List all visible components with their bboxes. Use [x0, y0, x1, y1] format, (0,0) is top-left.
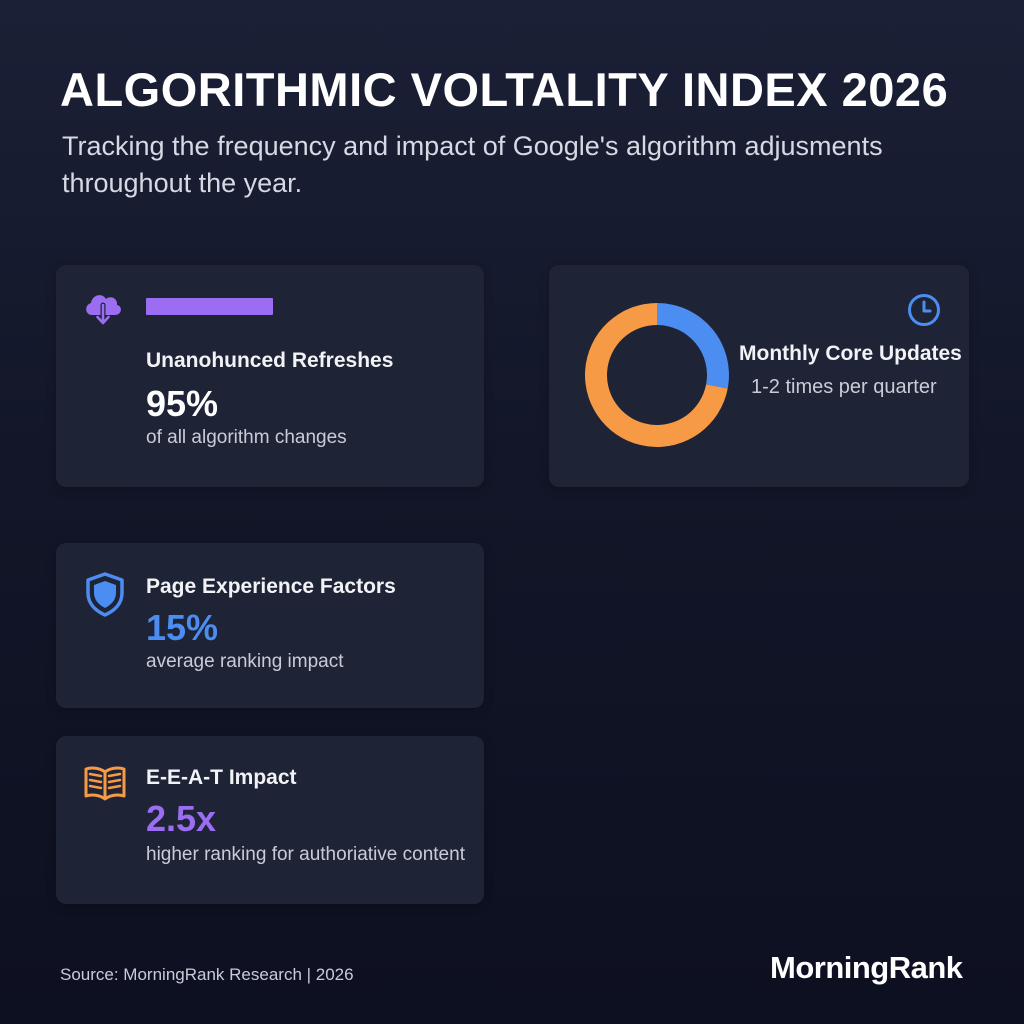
- card-description: 1-2 times per quarter: [751, 376, 937, 398]
- card-monthly-core-updates: Monthly Core Updates 1-2 times per quart…: [549, 265, 969, 487]
- donut-chart: [585, 303, 729, 447]
- card-value: 15%: [146, 607, 219, 648]
- card-value: 95%: [146, 383, 219, 424]
- page-title: ALGORITHMIC VOLTALITY INDEX 2026: [60, 63, 949, 116]
- donut-segment-orange: [585, 303, 728, 447]
- progress-bar: [146, 298, 273, 315]
- cloud-download-icon: [82, 289, 124, 334]
- card-description: of all algorithm changes: [146, 427, 347, 448]
- card-description: higher ranking for authoriative content: [146, 844, 465, 865]
- book-icon: [82, 764, 128, 809]
- card-page-experience: Page Experience Factors 15% average rank…: [56, 543, 484, 708]
- card-description: average ranking impact: [146, 651, 344, 672]
- card-label: Unanohunced Refreshes: [146, 349, 394, 372]
- card-value: 2.5x: [146, 798, 217, 839]
- card-label: E-E-A-T Impact: [146, 766, 297, 789]
- clock-icon: [906, 292, 942, 333]
- card-label: Page Experience Factors: [146, 575, 396, 598]
- card-unannounced-refreshes: Unanohunced Refreshes 95% of all algorit…: [56, 265, 484, 487]
- page-subtitle: Tracking the frequency and impact of Goo…: [62, 131, 883, 198]
- shield-icon: [84, 571, 126, 622]
- card-label: Monthly Core Updates: [739, 342, 962, 365]
- brand-logo: MorningRank: [770, 950, 963, 985]
- card-eeat-impact: E-E-A-T Impact 2.5x higher ranking for a…: [56, 736, 484, 904]
- donut-segment-blue: [657, 303, 729, 389]
- source-note: Source: MorningRank Research | 2026: [60, 965, 354, 984]
